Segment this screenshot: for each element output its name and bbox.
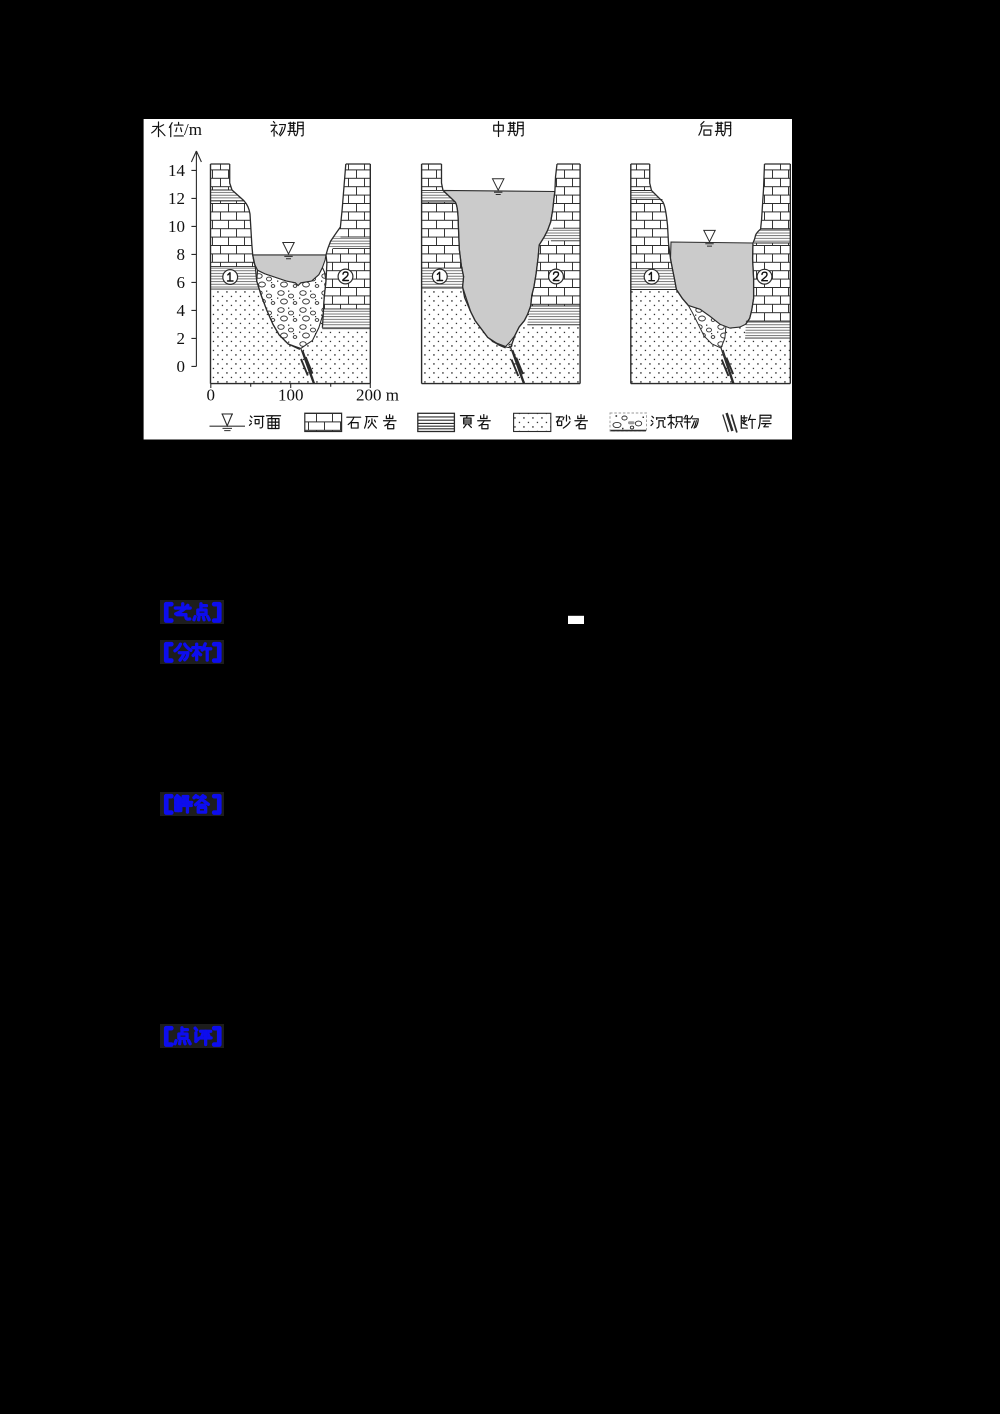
svg-text:10: 10	[168, 217, 185, 236]
svg-text:100: 100	[278, 386, 304, 405]
svg-text:6: 6	[177, 273, 186, 292]
svg-text:12: 12	[168, 189, 185, 208]
svg-text:200 m: 200 m	[356, 386, 399, 405]
svg-text:2: 2	[177, 329, 186, 348]
svg-text:4: 4	[177, 301, 186, 320]
svg-text:8: 8	[177, 245, 186, 264]
svg-text:14: 14	[168, 161, 186, 180]
svg-text:0: 0	[177, 357, 186, 376]
svg-text:0: 0	[207, 386, 216, 405]
svg-text:/m: /m	[184, 120, 202, 139]
